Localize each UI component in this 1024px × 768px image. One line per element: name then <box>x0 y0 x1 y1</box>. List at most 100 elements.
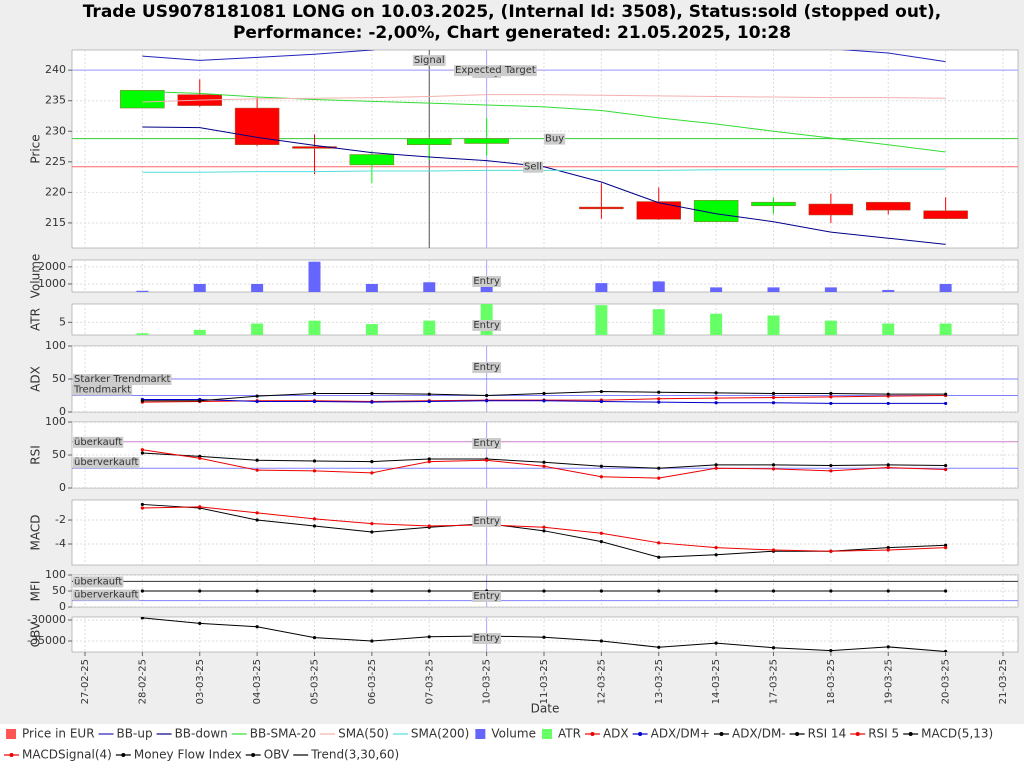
x-tick-label: 06-03-25 <box>367 659 378 704</box>
legend-item: BB-up <box>98 727 153 741</box>
y-tick-label: 230 <box>45 124 66 137</box>
point <box>714 589 718 593</box>
bar <box>710 313 723 335</box>
point <box>714 546 718 550</box>
y-tick-label: 0 <box>59 600 66 613</box>
point <box>312 636 317 640</box>
point <box>657 400 661 404</box>
x-tick-label: 12-03-25 <box>596 659 607 704</box>
legend-label: BB-down <box>175 727 228 741</box>
legend-item: ADX/DM- <box>713 727 786 741</box>
point <box>829 649 833 652</box>
annotation: Trendmarkt <box>73 385 131 396</box>
point <box>599 399 603 404</box>
legend-label: RSI 5 <box>868 727 899 741</box>
annotation: Entry <box>473 438 500 449</box>
y-axis-label: Volume <box>29 254 43 299</box>
x-tick-label: 27-02-25 <box>80 659 91 704</box>
point <box>829 549 833 553</box>
panel-background <box>71 616 1019 653</box>
point <box>312 517 317 521</box>
point <box>599 589 603 593</box>
point <box>771 548 776 552</box>
x-tick-label: 17-03-25 <box>769 659 780 704</box>
legend-label: MACD(5,13) <box>921 727 993 741</box>
panel-background <box>71 49 1019 249</box>
point <box>140 502 144 507</box>
bar <box>365 324 378 335</box>
annotation-box <box>472 438 502 449</box>
bar <box>652 281 665 292</box>
point <box>312 399 317 404</box>
legend-swatch <box>6 729 16 739</box>
annotation-box <box>472 320 502 331</box>
point <box>886 465 890 470</box>
point <box>829 469 833 473</box>
point <box>427 457 431 461</box>
annotation: Buy <box>545 134 564 145</box>
annotation: überverkauft <box>74 457 139 468</box>
line <box>142 94 946 103</box>
legend-item: BB-down <box>156 727 228 741</box>
bar <box>136 333 149 335</box>
bar <box>423 320 436 335</box>
y-tick-label: -30000 <box>27 613 66 626</box>
panel <box>72 500 1018 565</box>
y-axis-label: ADX <box>29 366 43 392</box>
candle-body <box>407 138 452 145</box>
legend-item: SMA(200) <box>392 727 469 741</box>
annotation-box <box>472 516 502 527</box>
point <box>542 391 546 396</box>
point <box>829 391 833 396</box>
panel-background <box>71 499 1019 566</box>
y-tick-label: 235 <box>45 94 66 107</box>
point <box>657 555 661 559</box>
legend-label: ADX <box>603 727 629 741</box>
point <box>944 392 948 396</box>
panel <box>72 422 1018 488</box>
line <box>142 50 946 63</box>
point <box>312 524 317 528</box>
legend-item: BB-SMA-20 <box>231 727 316 741</box>
point <box>542 464 546 468</box>
point <box>599 464 603 468</box>
line <box>142 126 946 245</box>
point <box>542 460 546 464</box>
bar <box>136 290 149 292</box>
legend-marker <box>855 732 860 736</box>
bar <box>824 320 837 335</box>
point <box>944 546 948 550</box>
y-tick-label: 50 <box>52 584 66 597</box>
point <box>370 639 374 643</box>
legend-item: ATR <box>541 727 581 741</box>
bar <box>767 287 780 292</box>
legend-item: Volume <box>475 727 536 741</box>
point <box>944 463 948 468</box>
legend-marker <box>638 732 643 736</box>
annotation: Sell <box>524 162 542 173</box>
annotation: Entry <box>473 591 500 602</box>
panel <box>72 50 1018 248</box>
annotation-box <box>544 133 566 145</box>
annotation-box <box>523 161 544 173</box>
x-axis-label: Date <box>531 702 560 716</box>
annotation: Entry <box>473 276 500 287</box>
annotation: Starker Trendmarkt <box>74 374 171 385</box>
point <box>771 646 776 650</box>
point <box>886 548 890 552</box>
y-tick-label: 225 <box>45 155 66 168</box>
annotation: überverkauft <box>74 590 139 601</box>
x-tick-label: 04-03-25 <box>252 659 263 704</box>
legend-marker <box>795 732 800 736</box>
legend-item: RSI 14 <box>789 727 846 741</box>
panel <box>72 575 1018 607</box>
point <box>427 460 431 464</box>
x-tick-label: 21-03-25 <box>998 659 1009 704</box>
legend-label: Trend(3,30,60) <box>310 748 399 762</box>
y-tick-label: 100 <box>45 415 66 428</box>
point <box>140 506 144 510</box>
y-axis-label: RSI <box>29 445 43 465</box>
legend-item: Trend(3,30,60) <box>293 748 399 762</box>
candle-body <box>693 200 739 222</box>
